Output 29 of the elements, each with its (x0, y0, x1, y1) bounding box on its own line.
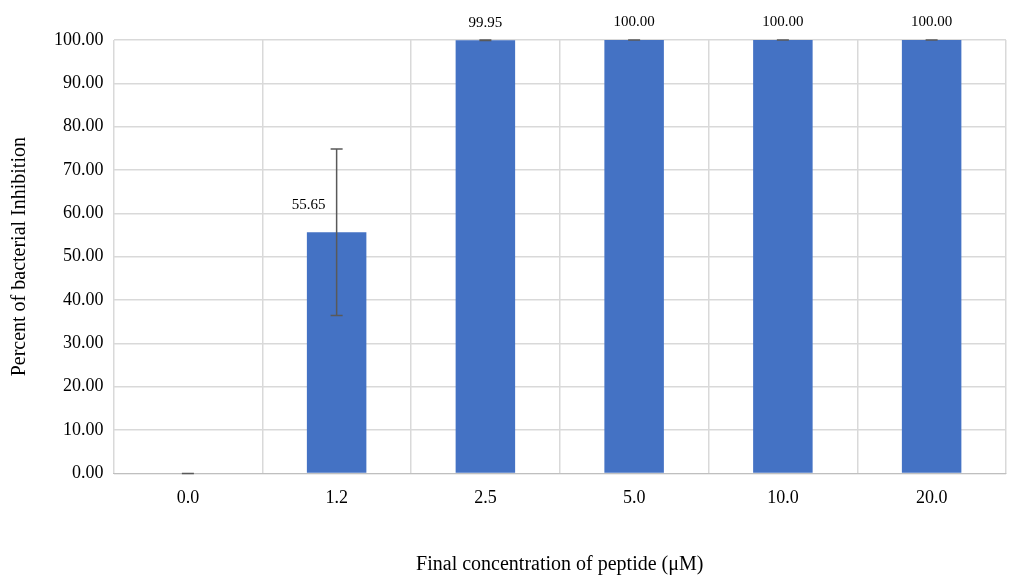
x-tick-label: 5.0 (622, 486, 646, 507)
x-tick-label: 2.5 (474, 486, 497, 507)
x-tick-label: 20.0 (915, 486, 948, 507)
y-tick-label: 50.00 (63, 245, 104, 266)
bar (306, 232, 367, 473)
y-tick-label: 80.00 (63, 115, 104, 136)
y-tick-label: 60.00 (63, 202, 104, 223)
data-label: 99.95 (468, 13, 503, 30)
y-tick-label: 90.00 (63, 72, 104, 93)
y-tick-label: 100.00 (54, 28, 104, 49)
y-tick-label: 10.00 (63, 418, 104, 439)
bar (455, 40, 516, 473)
y-axis-title: Percent of bacterial Inhibition (7, 137, 30, 377)
x-tick-label: 1.2 (325, 486, 348, 507)
y-tick-label: 20.00 (63, 375, 104, 396)
y-tick-label: 0.00 (72, 462, 104, 483)
x-tick-label: 10.0 (767, 486, 799, 507)
data-label: 100.00 (762, 13, 804, 30)
data-label: 55.65 (291, 195, 326, 212)
data-label: 100.00 (911, 13, 953, 30)
x-tick-label: 0.0 (176, 486, 200, 507)
bar (901, 40, 962, 473)
y-tick-label: 30.00 (63, 332, 104, 353)
y-tick-label: 70.00 (63, 158, 104, 179)
bar (753, 40, 813, 473)
bar (604, 40, 664, 473)
y-tick-label: 40.00 (63, 288, 104, 309)
x-axis-title: Final concentration of peptide (μM) (416, 552, 704, 576)
data-label: 100.00 (613, 13, 655, 30)
